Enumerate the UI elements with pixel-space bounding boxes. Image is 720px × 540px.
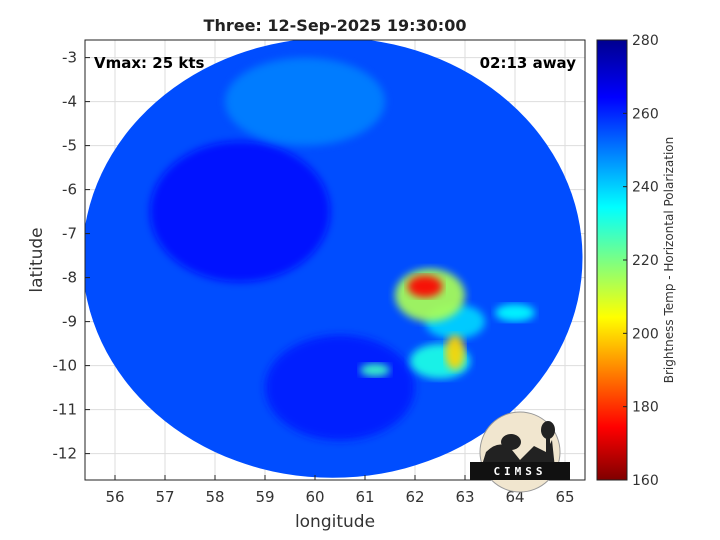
x-tick-label: 58 <box>205 488 224 506</box>
x-tick-label: 59 <box>255 488 274 506</box>
y-tick-label: -3 <box>62 49 77 67</box>
y-tick-label: -5 <box>62 137 77 155</box>
temperature-feature <box>407 275 443 298</box>
y-tick-label: -4 <box>62 93 77 111</box>
x-tick-label: 61 <box>355 488 374 506</box>
y-tick-label: -8 <box>62 269 77 287</box>
colorbar-tick-label: 200 <box>632 326 659 342</box>
temperature-feature <box>225 57 385 146</box>
x-axis-label: longitude <box>295 512 375 532</box>
x-tick-label: 65 <box>555 488 574 506</box>
cimss-logo: CIMSS <box>470 411 570 493</box>
y-tick-label: -10 <box>53 357 78 375</box>
logo-text: CIMSS <box>493 465 546 478</box>
x-tick-label: 63 <box>455 488 474 506</box>
x-tick-label: 57 <box>155 488 174 506</box>
colorbar <box>596 39 628 481</box>
temperature-feature <box>495 304 535 322</box>
colorbar-tick-label: 180 <box>632 400 659 416</box>
x-tick-label: 64 <box>505 488 524 506</box>
y-tick-label: -6 <box>62 181 77 199</box>
convective-features <box>150 57 535 441</box>
y-tick-label: -7 <box>62 225 77 243</box>
distance-annotation: 02:13 away <box>480 54 577 72</box>
colorbar-label: Brightness Temp - Horizontal Polarizatio… <box>662 137 676 384</box>
colorbar-tick-label: 240 <box>632 180 659 196</box>
y-tick-label: -11 <box>53 401 78 419</box>
colorbar-tick-label: 260 <box>632 106 659 122</box>
temperature-feature <box>150 141 330 282</box>
x-tick-label: 56 <box>105 488 124 506</box>
temperature-feature <box>265 334 415 441</box>
temperature-feature <box>360 363 390 377</box>
vmax-annotation: Vmax: 25 kts <box>94 54 204 72</box>
x-tick-label: 62 <box>405 488 424 506</box>
colorbar-tick-label: 280 <box>632 33 659 49</box>
colorbar-ticks: 280 260 240 220 200 180 160 <box>623 33 659 489</box>
x-tick-label: 60 <box>305 488 324 506</box>
x-axis-ticks: 56 57 58 59 60 61 62 63 64 65 <box>105 475 575 506</box>
y-tick-label: -9 <box>62 313 77 331</box>
chart-title: Three: 12-Sep-2025 19:30:00 <box>204 16 467 35</box>
colorbar-tick-label: 220 <box>632 253 659 269</box>
y-axis-label: latitude <box>27 227 47 292</box>
y-axis-ticks: -3 -4 -5 -6 -7 -8 -9 -10 -11 -12 <box>53 49 90 463</box>
temperature-feature <box>445 334 465 370</box>
colorbar-tick-label: 160 <box>632 473 659 489</box>
y-tick-label: -12 <box>53 445 78 463</box>
